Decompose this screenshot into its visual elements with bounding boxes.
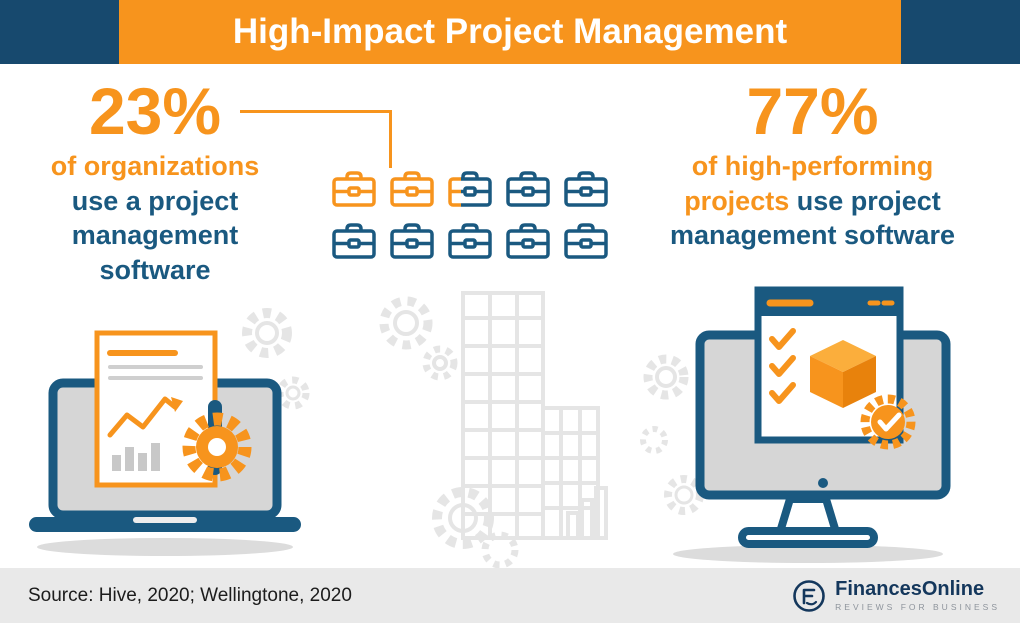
briefcase-icon [390, 223, 434, 259]
source-text: Source: Hive, 2020; Wellingtone, 2020 [28, 584, 352, 606]
stat-left-line-orange: of organizations [50, 151, 260, 182]
brand: FinancesOnline REVIEWS FOR BUSINESS [791, 578, 1000, 614]
brand-text: FinancesOnline REVIEWS FOR BUSINESS [835, 578, 1000, 613]
building-icon [541, 406, 600, 540]
briefcase-icon [506, 223, 550, 259]
stat-right-line2-orange: projects [684, 185, 790, 216]
gear-icon [379, 296, 458, 381]
gear-icon [640, 354, 704, 515]
checklist-icon [769, 328, 796, 404]
briefcase-icon [390, 171, 434, 207]
arrowhead-icon [171, 397, 183, 412]
connector-line-vertical [389, 110, 392, 168]
stat-right-line3: management software [669, 220, 956, 251]
gear-icon [432, 487, 519, 568]
stat-right-line1: of high-performing [691, 151, 934, 182]
stat-right-line2: projects use project [615, 184, 1010, 219]
briefcase-icon [332, 223, 376, 259]
monitor-illustration [640, 286, 951, 563]
buildings-background [379, 291, 608, 568]
brand-tagline: REVIEWS FOR BUSINESS [835, 602, 1000, 612]
header-bar: High-Impact Project Management [0, 0, 1020, 64]
briefcase-icon [564, 171, 608, 207]
stat-right: 77% of high-performing projects use proj… [615, 74, 1010, 253]
brand-name: FinancesOnline [835, 578, 985, 600]
laptop-base [29, 517, 301, 532]
shadow [37, 538, 293, 556]
stat-right-line2-blue: use project [796, 185, 941, 216]
monitor-button [818, 478, 828, 488]
briefcase-icon [506, 171, 550, 207]
stat-left: 23% of organizations use a project manag… [5, 74, 305, 288]
briefcase-icon [564, 223, 608, 259]
page-title: High-Impact Project Management [232, 12, 788, 51]
briefcase-icon [448, 171, 492, 207]
header-accent: High-Impact Project Management [119, 0, 901, 64]
connector-line-horizontal [240, 110, 392, 113]
stat-right-value: 77% [746, 74, 879, 148]
bar-chart-icon [566, 486, 608, 540]
document-icon [94, 330, 218, 488]
shadow [673, 545, 943, 563]
monitor-base [738, 527, 878, 548]
gear-icon [182, 412, 252, 482]
briefcase-grid [331, 170, 609, 262]
briefcase-icon [332, 171, 376, 207]
stat-left-value: 23% [88, 74, 222, 148]
laptop-illustration [29, 308, 310, 556]
trend-line-icon [107, 396, 178, 438]
briefcase-icon [448, 223, 492, 259]
financesonline-logo-icon [793, 579, 825, 612]
stat-left-line-blue: use a project management software [71, 185, 239, 285]
badge-check-icon [860, 394, 916, 450]
cube-icon [810, 340, 876, 408]
building-icon [461, 291, 545, 540]
footer: Source: Hive, 2020; Wellingtone, 2020 Fi… [0, 568, 1020, 623]
